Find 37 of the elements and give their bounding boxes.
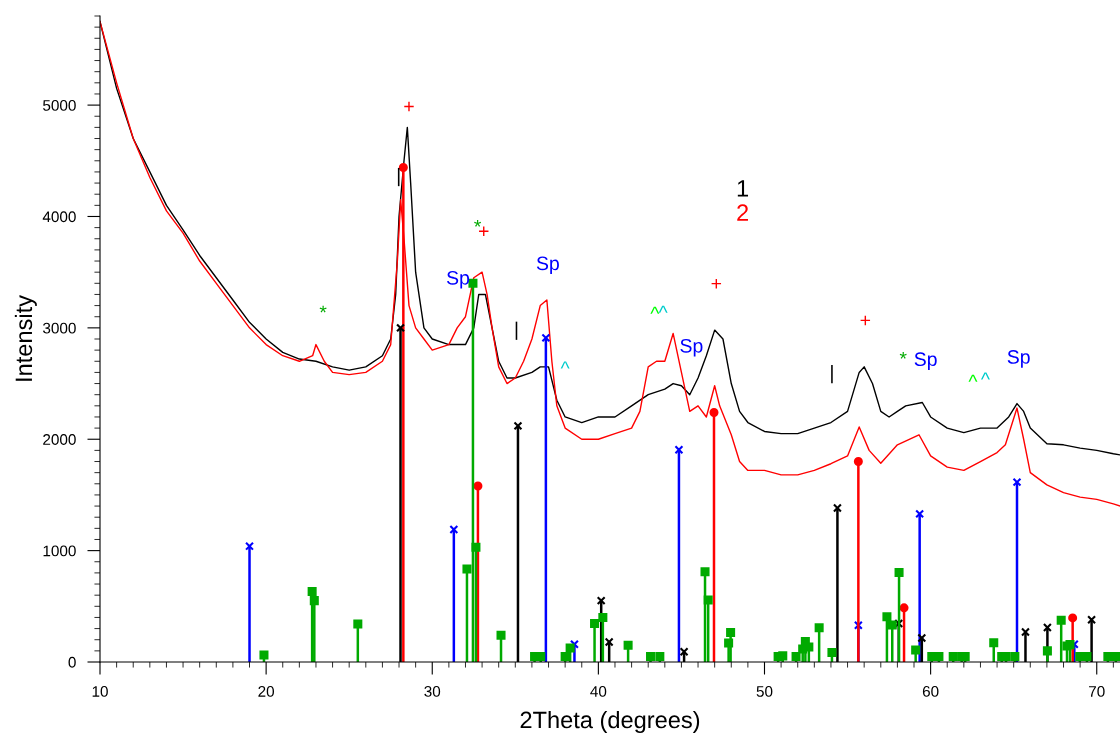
- annotation: Sp: [536, 256, 559, 275]
- annotation: |: [831, 365, 833, 384]
- text: 2: [737, 204, 748, 221]
- y-tick-label: 1000: [43, 545, 76, 557]
- y-tick-label: 4000: [42, 211, 76, 223]
- annotation: ^: [658, 305, 668, 313]
- annotation: *: [899, 351, 907, 359]
- x-tick-label: 70: [1089, 686, 1105, 697]
- x-tick-label: 50: [756, 686, 773, 697]
- y-tick-label: 0: [68, 656, 76, 668]
- annotation: +: [404, 101, 414, 112]
- text: 1: [737, 180, 749, 197]
- annotation: *: [319, 305, 327, 313]
- annotation: Sp: [446, 270, 470, 289]
- annotation: |: [515, 321, 518, 340]
- y-tick-label: 3000: [42, 322, 76, 334]
- annotation: +: [479, 226, 489, 237]
- annotation: |: [397, 167, 400, 187]
- x-axis-title: 2Theta (degrees): [520, 710, 700, 733]
- annotation: ^: [560, 361, 570, 369]
- annotation: ^: [968, 374, 978, 382]
- x-tick-label: 30: [424, 686, 441, 697]
- y-tick-label: 5000: [43, 99, 76, 111]
- x-tick-label: 40: [590, 686, 607, 697]
- y-axis-title: Intensity: [14, 295, 37, 381]
- annotation: +: [711, 278, 722, 289]
- x-tick-label: 60: [922, 686, 939, 697]
- annotation: +: [860, 315, 871, 326]
- annotation: ^: [980, 372, 990, 380]
- annotation: ^: [650, 306, 660, 314]
- x-tick-label: 20: [258, 686, 275, 697]
- annotation: Sp: [1007, 350, 1030, 368]
- annotation: Sp: [914, 352, 937, 370]
- annotation: *: [474, 219, 482, 227]
- annotation: Sp: [680, 338, 703, 357]
- y-tick-label: 2000: [43, 434, 76, 445]
- x-tick-label: 10: [92, 686, 108, 697]
